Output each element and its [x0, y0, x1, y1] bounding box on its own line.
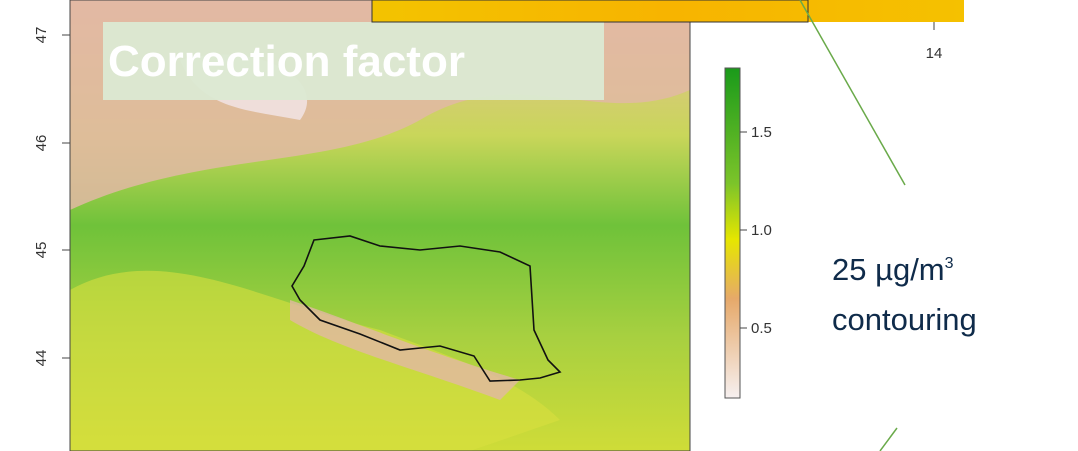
lat-label: 45 [33, 242, 50, 259]
colorbar-label: 0.5 [751, 320, 772, 337]
title: Correction factor [108, 37, 465, 86]
lat-axis: 47 46 45 44 [33, 27, 70, 367]
colorbar-bar [725, 68, 740, 398]
annotation: 25 µg/m3 [832, 252, 954, 287]
colorbar-label: 1.0 [751, 222, 772, 239]
connector [880, 428, 897, 451]
page: 47 46 45 44 Correction factor 1.5 1.0 0.… [0, 0, 1078, 451]
colorbar: 1.5 1.0 0.5 [725, 68, 772, 398]
annotation-sup: 3 [945, 255, 954, 272]
annotation-line2: contouring [832, 302, 977, 337]
lat-label: 44 [33, 350, 50, 367]
colorbar-label: 1.5 [751, 124, 772, 141]
connector [800, 0, 905, 185]
lat-label: 46 [33, 135, 50, 152]
annotation-text: 25 µg/m [832, 252, 945, 287]
inset-raster [372, 0, 964, 22]
lat-label: 47 [33, 27, 50, 44]
inset-tick-label: 14 [926, 45, 943, 62]
